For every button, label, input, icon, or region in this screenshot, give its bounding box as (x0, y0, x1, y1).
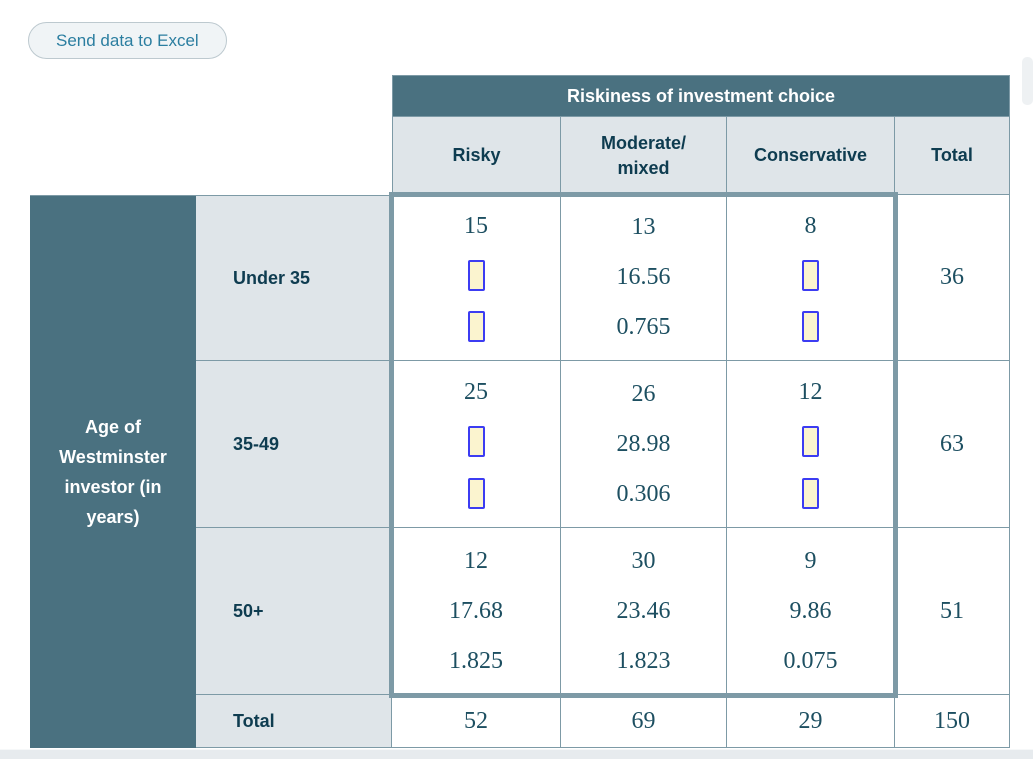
row-label-total: Total (196, 695, 392, 748)
expected-count: 23.46 (616, 597, 671, 624)
expected-count: 17.68 (449, 597, 503, 624)
observed-count: 30 (631, 547, 656, 574)
chi-square-contribution: 0.306 (616, 480, 671, 507)
expected-count-input[interactable] (802, 426, 819, 458)
row-group-header-line3: investor (in (64, 477, 162, 497)
column-header-moderate-line1: Moderate/ (600, 132, 687, 153)
observed-count: 26 (631, 380, 656, 407)
row-total-under35: 36 (895, 195, 1010, 361)
row-group-header-line2: Westminster (59, 447, 167, 467)
row-total-35-49: 63 (895, 361, 1010, 528)
cell-50-plus-moderate: 30 23.46 1.823 (561, 528, 727, 695)
grand-total: 150 (895, 695, 1010, 748)
column-total-risky: 52 (392, 695, 561, 748)
column-header-conservative-label: Conservative (753, 145, 868, 165)
chi-square-contribution-input[interactable] (802, 311, 819, 342)
observed-count: 8 (804, 213, 817, 239)
column-total-conservative: 29 (727, 695, 895, 748)
observed-count: 12 (798, 379, 823, 406)
observed-count: 25 (464, 379, 488, 406)
horizontal-scrollbar-track[interactable] (0, 749, 1033, 759)
expected-count: 28.98 (616, 430, 671, 457)
chi-square-contribution: 1.823 (616, 647, 671, 674)
observed-count: 13 (631, 214, 656, 241)
column-header-moderate-line2: mixed (617, 157, 670, 178)
cell-under35-risky: 15 (392, 195, 561, 361)
expected-count-input[interactable] (467, 426, 485, 458)
cell-35-49-conservative: 12 (727, 361, 895, 528)
observed-count: 9 (804, 547, 817, 574)
cell-under35-conservative: 8 (727, 195, 895, 361)
column-total-moderate: 69 (561, 695, 727, 748)
contingency-table: Riskiness of investment choice Risky Mod… (30, 75, 1010, 748)
expected-count-input[interactable] (467, 260, 485, 291)
column-header-moderate-mixed: Moderate/ mixed (561, 117, 727, 195)
expected-count: 16.56 (616, 263, 671, 290)
column-header-risky: Risky (392, 117, 561, 195)
chi-square-contribution-input[interactable] (467, 477, 485, 509)
column-header-risky-label: Risky (452, 145, 501, 165)
cell-35-49-moderate: 26 28.98 0.306 (561, 361, 727, 528)
expected-count-input[interactable] (802, 260, 819, 291)
chi-square-contribution: 0.765 (616, 313, 671, 340)
observed-count: 15 (464, 213, 488, 239)
row-label-under-35: Under 35 (196, 195, 392, 361)
row-total-50-plus: 51 (895, 528, 1010, 695)
vertical-scrollbar-thumb[interactable] (1022, 57, 1033, 105)
column-header-total: Total (895, 117, 1010, 195)
row-group-header-line4: years) (86, 507, 140, 527)
cell-50-plus-risky: 12 17.68 1.825 (392, 528, 561, 695)
row-group-header: Age of Westminster investor (in years) (30, 195, 196, 748)
cell-35-49-risky: 25 (392, 361, 561, 528)
observed-count: 12 (464, 547, 488, 574)
chi-square-contribution-input[interactable] (802, 477, 819, 509)
cell-50-plus-conservative: 9 9.86 0.075 (727, 528, 895, 695)
cell-under35-moderate: 13 16.56 0.765 (561, 195, 727, 361)
row-label-35-49: 35-49 (196, 361, 392, 528)
row-group-header-line1: Age of (85, 417, 141, 437)
column-header-total-label: Total (931, 145, 973, 165)
chi-square-contribution: 0.075 (783, 647, 838, 674)
chi-square-contribution: 1.825 (449, 647, 503, 674)
column-header-conservative: Conservative (727, 117, 895, 195)
send-data-to-excel-button[interactable]: Send data to Excel (28, 22, 227, 59)
column-group-header: Riskiness of investment choice (392, 75, 1010, 117)
expected-count: 9.86 (789, 597, 832, 624)
row-label-50-plus: 50+ (196, 528, 392, 695)
chi-square-contribution-input[interactable] (467, 311, 485, 342)
